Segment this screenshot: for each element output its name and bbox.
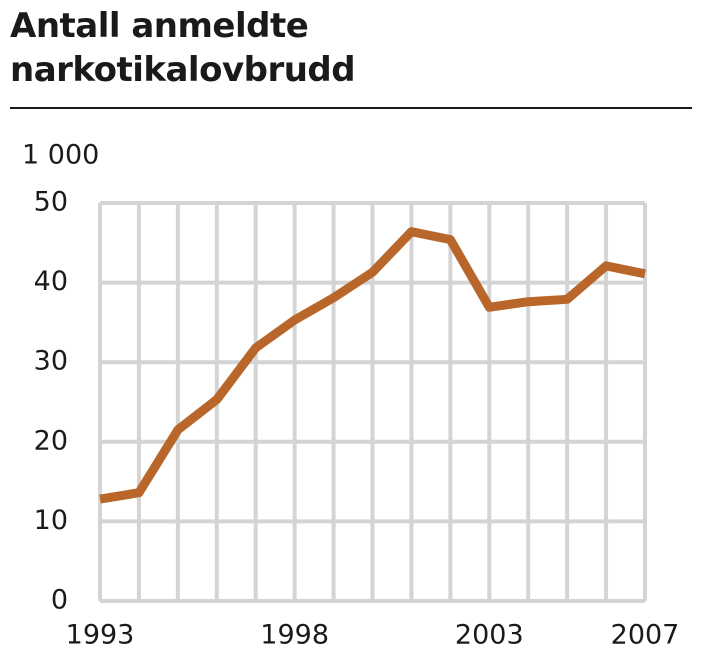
y-tick-label: 20	[34, 425, 68, 456]
y-unit: 1 000	[22, 140, 99, 171]
y-tick-label: 10	[34, 505, 68, 536]
x-tick-label: 2007	[611, 620, 680, 651]
x-tick-label: 1993	[66, 620, 135, 651]
y-tick-label: 50	[34, 187, 68, 218]
y-tick-label: 40	[34, 266, 68, 297]
y-tick-label: 0	[51, 585, 68, 616]
x-tick-label: 1998	[260, 620, 329, 651]
chart-title: Antall anmeldte narkotikalovbrudd	[10, 6, 356, 90]
y-tick-label: 30	[34, 346, 68, 377]
data-line	[99, 227, 646, 504]
x-tick-label: 2003	[455, 620, 524, 651]
